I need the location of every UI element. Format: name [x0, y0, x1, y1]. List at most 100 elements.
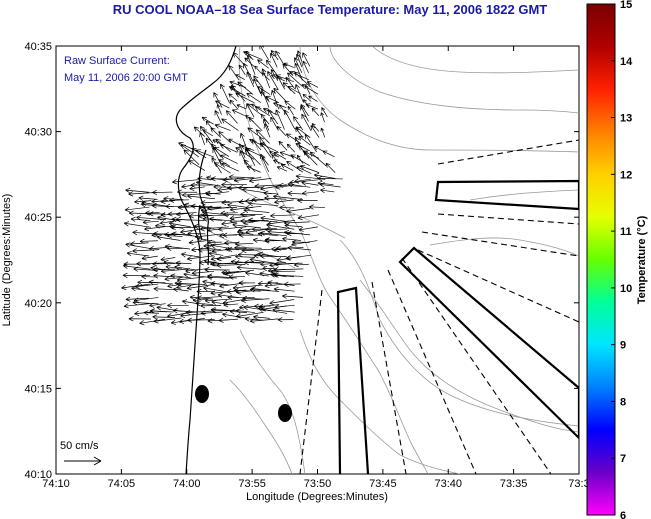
current-vector [209, 216, 232, 222]
y-tick-label: 40:30 [24, 127, 52, 139]
current-vector [238, 232, 262, 238]
colorbar-tick-label: 8 [620, 396, 626, 408]
colorbar-label: Temperature (°C) [636, 215, 648, 304]
shipping-lanes [336, 179, 579, 474]
current-vector [187, 230, 206, 237]
current-vector [286, 143, 296, 153]
current-vector [149, 302, 166, 308]
contour-line [359, 279, 579, 433]
colorbar-tick-label: 7 [620, 453, 626, 465]
current-vector [163, 259, 182, 265]
current-vector [296, 154, 304, 164]
current-vector [287, 190, 304, 196]
current-vector [234, 245, 262, 251]
contour-line [299, 46, 579, 153]
current-vector [254, 106, 270, 117]
current-vector [142, 219, 159, 225]
current-vector [235, 74, 245, 80]
current-vector [126, 251, 150, 257]
current-vector [320, 127, 326, 138]
current-vector [237, 227, 254, 233]
current-vector [205, 191, 230, 197]
current-vector [249, 138, 262, 146]
colorbar-tick-label: 10 [620, 283, 632, 295]
current-vector [283, 220, 310, 226]
current-vector [221, 118, 239, 131]
current-vector [233, 287, 261, 294]
instrument-marker [195, 385, 209, 403]
current-vector [132, 300, 159, 306]
current-vector [259, 136, 272, 152]
current-vector [244, 148, 261, 166]
current-vector [210, 281, 229, 287]
current-vector [213, 184, 231, 190]
current-vector [259, 46, 270, 61]
current-vector [278, 140, 288, 151]
current-vector [228, 274, 246, 280]
current-vector [216, 262, 246, 268]
current-vector [235, 308, 255, 314]
current-vector [122, 272, 150, 278]
current-vector [221, 269, 245, 275]
current-vector [248, 201, 279, 207]
current-vector [180, 144, 199, 158]
current-vector [244, 316, 264, 322]
map-title: RU COOL NOAA–18 Sea Surface Temperature:… [112, 2, 548, 17]
current-vector [217, 226, 247, 232]
current-vector [152, 261, 175, 267]
current-vector [282, 293, 303, 299]
current-vector [167, 211, 197, 217]
current-vector [290, 154, 310, 166]
y-axis-label: Latitude (Degrees:Minutes) [1, 194, 13, 327]
current-vector [236, 265, 263, 271]
current-vector [181, 252, 200, 258]
bathymetry-contours [199, 46, 579, 474]
x-axis-label: Longitude (Degrees:Minutes) [246, 491, 388, 503]
current-vector [235, 92, 255, 104]
current-vector [284, 230, 310, 236]
current-vector [275, 109, 285, 130]
current-vector [173, 286, 189, 293]
current-vector [273, 272, 304, 278]
current-vector [267, 280, 295, 286]
current-vector [167, 283, 183, 289]
current-vector [270, 52, 278, 68]
current-vector [221, 199, 247, 206]
current-vector [174, 264, 198, 271]
current-vector [186, 284, 215, 291]
current-vector [243, 62, 254, 82]
current-vector [249, 318, 279, 324]
current-vector [267, 71, 279, 90]
current-vector [277, 317, 294, 323]
current-vector [197, 295, 222, 301]
colorbar-tick-label: 14 [620, 56, 633, 68]
current-vector [131, 286, 150, 292]
current-vector [253, 314, 270, 320]
current-vector [205, 137, 216, 151]
current-vector [279, 205, 295, 211]
current-vector [214, 110, 222, 125]
current-vector [172, 179, 199, 185]
current-vector [222, 177, 245, 183]
current-vector [297, 197, 318, 203]
current-vector [272, 307, 295, 313]
scale-label: 50 cm/s [60, 440, 99, 452]
current-vector [188, 160, 205, 171]
x-tick-label: 74:00 [173, 478, 201, 490]
contour-line [239, 329, 306, 474]
contour-line [339, 239, 579, 427]
colorbar-ticks: 15 14 13 12 11 10 9 8 7 6 [611, 0, 633, 519]
current-vector [285, 76, 296, 90]
current-vector [289, 70, 309, 81]
contour-line [224, 179, 346, 239]
current-vector [168, 221, 191, 228]
colorbar-tick-label: 11 [620, 226, 632, 238]
current-vector [266, 222, 295, 230]
current-vector [263, 190, 278, 196]
contour-line [469, 189, 579, 201]
current-vector [153, 317, 182, 324]
current-vector [176, 211, 191, 217]
y-tick-label: 40:15 [24, 383, 52, 395]
current-vector [286, 207, 311, 214]
current-vector [128, 316, 151, 322]
